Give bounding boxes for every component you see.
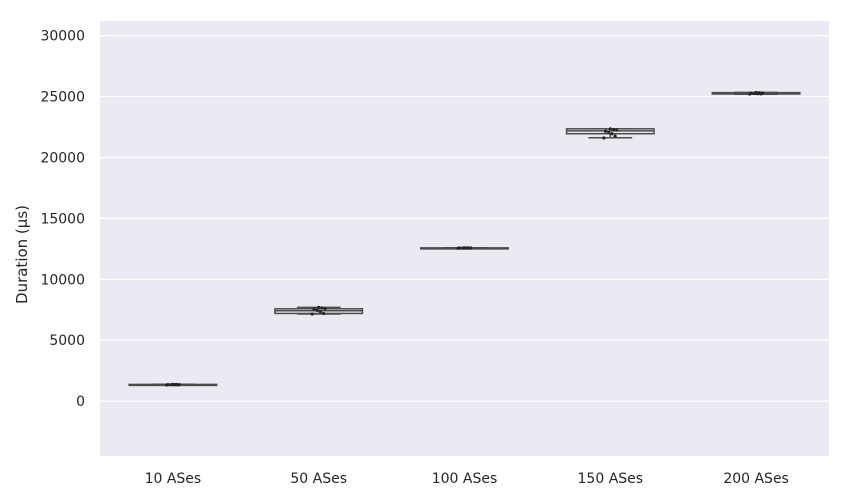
data-point	[760, 91, 765, 95]
x-tick-label: 150 ASes	[578, 471, 644, 487]
data-point	[321, 311, 326, 316]
y-tick-label: 0	[76, 394, 85, 410]
data-point	[320, 306, 324, 310]
box-group	[274, 305, 364, 316]
x-tick-label: 100 ASes	[432, 471, 498, 487]
data-point	[749, 91, 753, 95]
y-tick-label: 5000	[49, 333, 85, 349]
box-group	[711, 90, 801, 96]
y-tick-label: 25000	[40, 90, 85, 106]
gridlines	[100, 35, 829, 402]
y-tick-label: 30000	[40, 29, 85, 45]
data-point	[166, 383, 170, 387]
data-point	[174, 382, 178, 387]
data-point	[462, 246, 467, 250]
data-point	[317, 305, 321, 309]
data-point	[315, 308, 319, 312]
data-point	[611, 127, 616, 132]
data-point	[312, 307, 316, 311]
data-point	[323, 306, 327, 311]
data-point	[603, 129, 608, 133]
boxes	[128, 90, 801, 387]
y-axis-label: Duration (µs)	[13, 205, 31, 304]
x-tick-label: 10 ASes	[145, 471, 202, 487]
x-tick-label: 50 ASes	[290, 471, 347, 487]
x-tick-label: 200 ASes	[723, 471, 789, 487]
data-point	[318, 310, 322, 314]
box-group	[565, 127, 655, 140]
data-point	[608, 127, 612, 131]
y-tick-label: 20000	[40, 150, 85, 166]
data-point	[469, 246, 473, 250]
data-point	[458, 246, 462, 250]
y-tick-label: 15000	[40, 211, 85, 227]
data-point	[757, 91, 761, 95]
data-point	[607, 130, 611, 135]
box-group	[420, 246, 509, 250]
data-point	[602, 136, 606, 140]
data-point	[171, 382, 175, 386]
data-point	[310, 312, 314, 316]
data-point	[466, 246, 470, 250]
data-point	[613, 134, 617, 138]
data-point	[754, 90, 758, 95]
y-tick-label: 10000	[40, 272, 85, 288]
data-point	[615, 128, 619, 132]
data-point	[177, 382, 181, 387]
box-group	[128, 382, 218, 387]
plot-area	[100, 21, 829, 456]
y-tick-labels: 0 5000 10000 15000 20000 25000 30000	[40, 29, 85, 411]
x-tick-labels: 10 ASes 50 ASes 100 ASes 150 ASes 200 ASes	[145, 471, 789, 487]
data-point	[610, 132, 614, 136]
